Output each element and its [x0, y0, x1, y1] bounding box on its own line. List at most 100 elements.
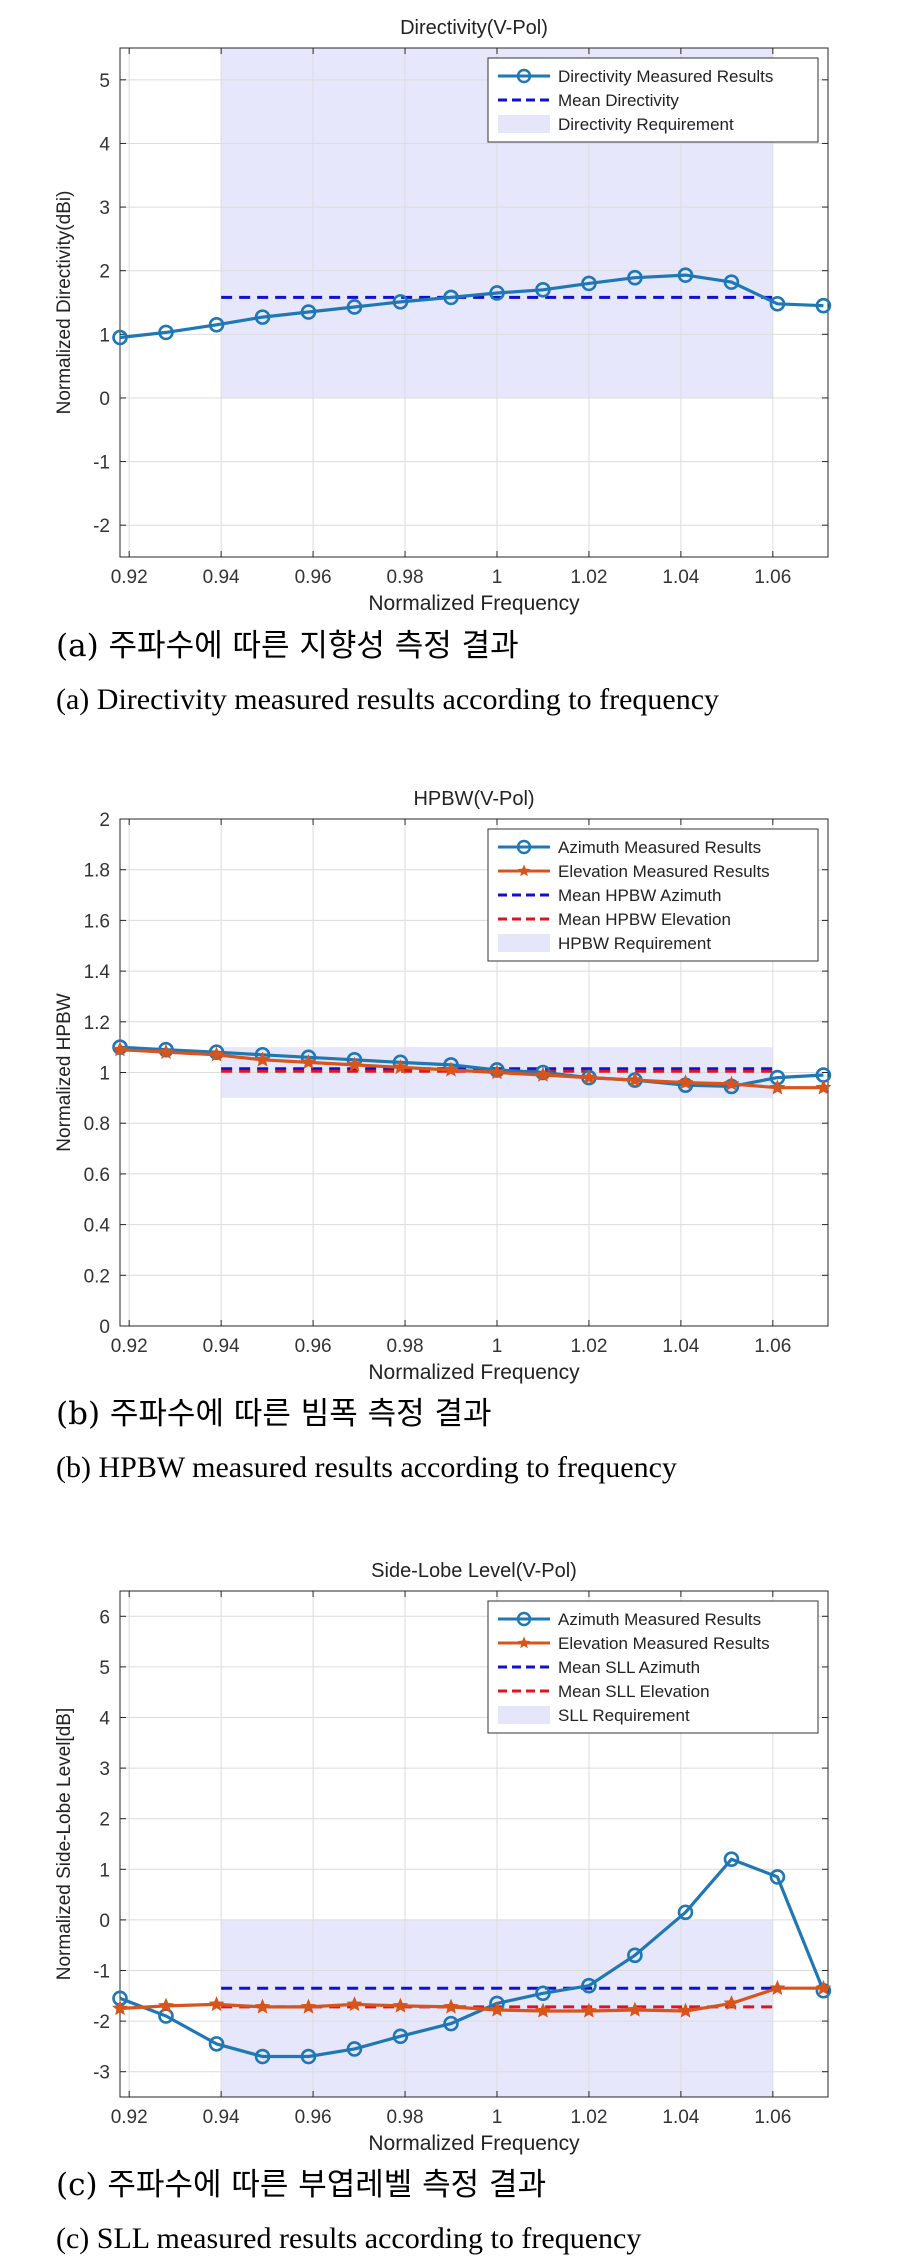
series-line: [119, 1857, 825, 2059]
caption-english: (a) Directivity measured results accordi…: [56, 683, 719, 716]
y-tick-label: 3: [99, 198, 110, 219]
y-axis-label: Normalized Side-Lobe Level[dB]: [54, 1708, 75, 1981]
x-tick-label: 1.04: [662, 1336, 699, 1357]
data-point: [677, 2002, 694, 2018]
data-point: [535, 2002, 551, 2018]
caption-korean: (c) 주파수에 따른 부엽레벨 측정 결과: [56, 2167, 546, 2203]
data-point: [208, 1996, 225, 2012]
x-tick-label: 1.02: [570, 567, 607, 588]
caption-english: (c) SLL measured results according to fr…: [56, 2222, 641, 2255]
x-tick-label: 0.96: [295, 1336, 332, 1357]
data-point: [254, 2048, 271, 2065]
data-point: [769, 1079, 786, 1095]
y-tick-label: 0.8: [84, 1114, 110, 1135]
y-tick-label: 4: [99, 134, 110, 155]
data-point: [300, 1054, 317, 1070]
data-point: [443, 1061, 459, 1077]
legend-marker: [516, 839, 532, 855]
x-tick-label: 0.94: [203, 567, 240, 588]
legend-swatch: [498, 934, 550, 952]
x-axis-label: Normalized Frequency: [368, 592, 580, 615]
caption-korean: (a) 주파수에 따른 지향성 측정 결과: [56, 628, 519, 664]
chart-title: HPBW(V-Pol): [413, 788, 534, 810]
series-line: [119, 273, 824, 340]
chart-3: 0.92 0.94 0.96 0.98 1 1.02 1.04 1.06 -3 -2 -1 0 1 2 3 4…: [54, 1560, 832, 2155]
x-tick-label: 0.96: [295, 567, 332, 588]
legend: Azimuth Measured Results Elevation Measur…: [487, 1600, 819, 1734]
data-point: [346, 1056, 363, 1072]
data-point: [677, 1074, 694, 1090]
x-tick-label: 1.02: [570, 1336, 607, 1357]
data-point: [489, 1064, 505, 1080]
data-point: [815, 1979, 832, 1995]
data-point: [769, 295, 786, 312]
legend-label: Elevation Measured Results: [558, 862, 770, 881]
y-tick-label: -2: [93, 516, 110, 537]
x-axis-label: Normalized Frequency: [368, 2132, 580, 2155]
x-tick-label: 1: [492, 1336, 503, 1357]
data-point: [443, 2015, 459, 2032]
chart-title: Side-Lobe Level(V-Pol): [371, 1560, 577, 1582]
data-point: [677, 1904, 694, 1921]
legend-label: SLL Requirement: [558, 1706, 690, 1725]
x-tick-label: 1.06: [754, 2107, 791, 2128]
legend-swatch: [498, 1706, 550, 1724]
data-point: [300, 2048, 317, 2065]
y-tick-label: 1.4: [84, 962, 111, 983]
y-tick-label: 4: [99, 1709, 110, 1730]
data-point: [581, 2002, 597, 2018]
y-tick-label: 0.4: [84, 1216, 111, 1237]
y-tick-label: 2: [99, 810, 110, 831]
y-tick-label: 2: [99, 262, 110, 283]
y-tick-label: 0.6: [84, 1165, 110, 1186]
data-point: [208, 316, 225, 333]
y-tick-label: 1.8: [84, 861, 110, 882]
data-point: [627, 1071, 643, 1087]
y-tick-label: 5: [99, 71, 110, 92]
data-point: [208, 2036, 225, 2052]
x-tick-label: 0.92: [111, 567, 148, 588]
y-tick-label: 0.2: [84, 1266, 110, 1287]
y-tick-label: 1: [99, 1064, 110, 1085]
caption-english: (b) HPBW measured results according to f…: [56, 1451, 677, 1484]
x-tick-label: 1.06: [754, 567, 791, 588]
x-tick-label: 1: [492, 567, 503, 588]
data-point: [158, 324, 174, 341]
legend-label: Azimuth Measured Results: [558, 1610, 761, 1629]
y-tick-label: 1.2: [84, 1013, 110, 1034]
x-tick-label: 0.94: [203, 1336, 240, 1357]
legend-marker: [516, 1611, 532, 1627]
y-tick-label: 1: [99, 325, 110, 346]
legend-marker: [517, 1636, 531, 1649]
data-point: [392, 1059, 409, 1075]
y-tick-label: 0: [99, 1911, 110, 1932]
chart-1: 0.92 0.94 0.96 0.98 1 1.02 1.04 1.06 -2 -1 0 1 2 3 4 5 D…: [54, 17, 832, 615]
y-tick-label: 6: [99, 1607, 110, 1628]
x-tick-label: 1: [492, 2107, 503, 2128]
data-point: [723, 1851, 740, 1867]
y-tick-label: 0: [99, 1317, 110, 1338]
axes-frame: [119, 1590, 829, 2098]
x-tick-label: 0.94: [203, 2107, 240, 2128]
data-point: [581, 1977, 597, 1994]
data-point: [392, 2028, 409, 2045]
legend-label: Mean Directivity: [558, 91, 679, 110]
data-point: [392, 1997, 409, 2013]
y-tick-label: -1: [93, 453, 110, 474]
legend: Directivity Measured Results Mean Directi…: [487, 57, 819, 143]
data-point: [158, 1997, 174, 2013]
y-tick-label: 1.6: [84, 911, 110, 932]
data-point: [815, 1079, 832, 1095]
legend-label: Mean HPBW Elevation: [558, 910, 731, 929]
data-point: [158, 1043, 174, 1059]
y-axis-label: Normalized Directivity(dBi): [54, 191, 75, 415]
data-point: [112, 2000, 128, 2016]
x-tick-label: 0.98: [387, 2107, 424, 2128]
data-point: [300, 304, 317, 320]
y-tick-label: 0: [99, 389, 110, 410]
data-point: [769, 1979, 786, 1995]
legend-label: Directivity Requirement: [558, 115, 734, 134]
data-point: [535, 1985, 551, 2002]
legend-label: Azimuth Measured Results: [558, 838, 761, 857]
